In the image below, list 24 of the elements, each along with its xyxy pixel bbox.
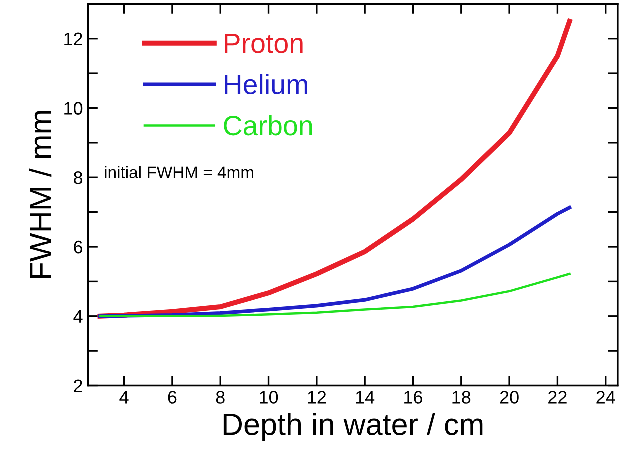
x-tick-label: 12 — [308, 391, 326, 404]
x-tick-label: 6 — [168, 391, 177, 404]
y-tick-label: 8 — [74, 172, 83, 184]
x-tick-label: 20 — [500, 391, 519, 404]
x-tick-label: 10 — [260, 391, 278, 404]
x-tick-label: 14 — [356, 391, 375, 404]
y-tick-label: 10 — [64, 102, 83, 115]
x-axis-title: Depth in water / cm — [224, 413, 483, 442]
y-tick-label: 2 — [74, 380, 82, 392]
x-tick-label: 18 — [452, 391, 471, 404]
line-series — [99, 272, 571, 318]
x-tick-label: 8 — [216, 391, 225, 404]
legend-label: Helium — [225, 74, 308, 95]
x-tick-label: 22 — [548, 391, 567, 404]
x-tick-label: 24 — [596, 391, 616, 404]
x-tick-label: 16 — [404, 391, 422, 404]
y-tick-label: 12 — [64, 32, 82, 46]
annotation: initial FWHM = 4mm — [105, 166, 254, 178]
legend-label: Carbon — [224, 115, 312, 136]
y-axis-title: FWHM / mm — [29, 111, 52, 278]
y-tick-label: 4 — [74, 310, 83, 323]
x-tick-label: 4 — [120, 391, 129, 404]
legend-label: Proton — [225, 34, 303, 54]
y-tick-label: 6 — [74, 240, 83, 254]
